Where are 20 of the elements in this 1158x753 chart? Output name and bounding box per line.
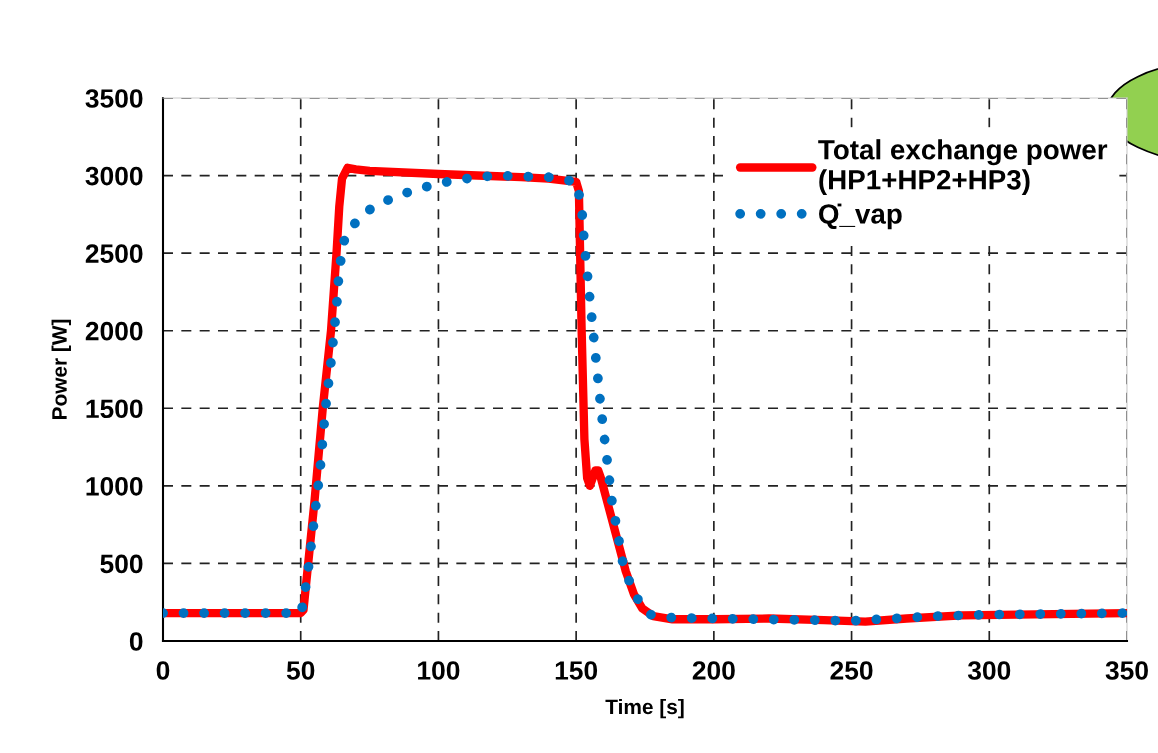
x-axis-title: Time [s] — [605, 698, 684, 719]
y-tick-label: 1500 — [86, 399, 143, 419]
y-tick-label: 0 — [129, 632, 143, 651]
y-tick-label: 3500 — [85, 89, 143, 108]
x-tick-label: 200 — [692, 661, 735, 680]
legend-label: Total exchange power (HP1+HP2+HP3) — [818, 139, 1108, 196]
legend-label: Q̇_vap — [819, 203, 902, 230]
y-tick-label: 2500 — [85, 244, 143, 263]
y-tick-label: 3000 — [85, 166, 143, 186]
x-tick-label: 300 — [967, 661, 1011, 680]
x-tick-label: 50 — [286, 661, 315, 680]
y-axis-title: Power [W] — [51, 319, 71, 420]
x-tick-label: 250 — [830, 661, 873, 680]
x-tick-label: 100 — [418, 661, 460, 680]
x-tick-label: 0 — [156, 661, 170, 680]
x-tick-label: 350 — [1105, 661, 1148, 680]
y-tick-label: 500 — [100, 554, 143, 574]
y-tick-label: 1000 — [86, 476, 143, 496]
y-tick-label: 2000 — [85, 321, 143, 341]
x-tick-label: 150 — [555, 661, 598, 680]
